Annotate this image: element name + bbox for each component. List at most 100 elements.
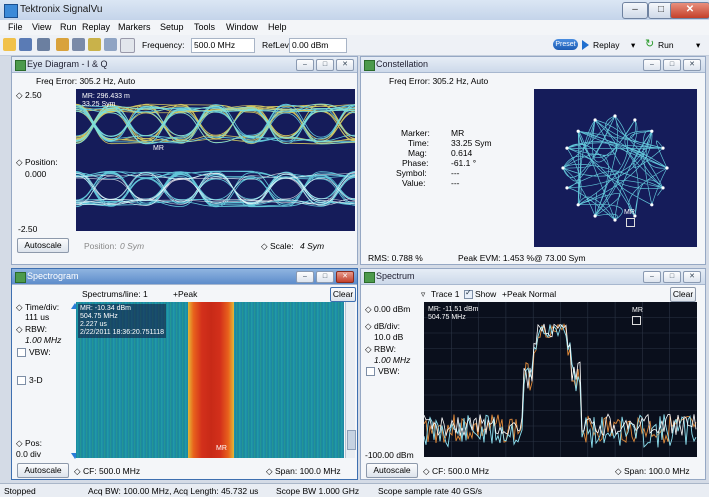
eye-y-bottom[interactable]: -2.50 [18,224,38,234]
eye-position-spin-icon[interactable]: ◇ [16,157,23,167]
eye-restore-button[interactable]: □ [316,59,334,71]
eye-diagram-plot[interactable]: MR: 296.433 m 33.25 Sym MR [76,89,355,231]
spectrogram-rbw-value[interactable]: 1.00 MHz [25,335,62,345]
spectrogram-plot[interactable]: MR: -10.34 dBm 504.75 MHz 2.227 us 2/22/… [76,302,344,458]
replay-dropdown-icon[interactable]: ▾ [631,40,636,50]
menu-view[interactable]: View [32,22,52,32]
print-icon[interactable] [37,38,50,51]
threed-checkbox[interactable] [17,376,26,385]
menu-file[interactable]: File [8,22,23,32]
time-top-handle-icon[interactable] [71,303,79,309]
db-div-spin-icon[interactable]: ◇ [365,321,372,331]
reflev-input[interactable]: 0.00 dBm [289,38,347,53]
time-bottom-handle-icon[interactable] [71,453,79,459]
trace-dropdown-icon[interactable]: ▿ [421,289,426,299]
show-checkbox[interactable] [464,290,473,299]
spectrogram-autoscale-button[interactable]: Autoscale [17,463,69,478]
eye-minimize-button[interactable]: – [296,59,314,71]
constellation-mag-value: 0.614 [451,148,473,158]
spectrogram-scrollbar[interactable] [345,302,356,458]
menu-markers[interactable]: Markers [118,22,151,32]
menu-setup[interactable]: Setup [160,22,184,32]
spectrogram-close-button[interactable]: ✕ [336,271,354,283]
eye-scale-value[interactable]: 4 Sym [300,241,325,251]
run-dropdown-icon[interactable]: ▾ [696,40,701,50]
pos-value[interactable]: 0.0 div [16,449,42,459]
constellation-point [561,166,565,170]
spectrum-marker-readout: MR: -11.51 dBm 504.75 MHz [428,306,479,321]
eye-close-button[interactable]: ✕ [336,59,354,71]
spectrum-bottom-value[interactable]: -100.00 dBm [365,450,414,460]
eye-y-top-spin-icon[interactable]: ◇ [16,90,23,100]
menu-replay[interactable]: Replay [82,22,111,32]
spectrogram-cf[interactable]: CF: 500.0 MHz [83,466,141,476]
eye-position-value[interactable]: 0.000 [25,169,47,179]
spectrum-plot[interactable]: MR: -11.51 dBm 504.75 MHz MR [424,302,697,457]
status-acq: Acq BW: 100.00 MHz, Acq Length: 45.732 u… [88,486,259,496]
spectrum-rbw-value[interactable]: 1.00 MHz [374,355,411,365]
frequency-input[interactable]: 500.0 MHz [191,38,255,53]
constellation-close-button[interactable]: ✕ [683,59,701,71]
ref-spin-icon[interactable]: ◇ [365,304,372,314]
replay-button[interactable]: Replay [593,40,620,50]
menu-help[interactable]: Help [268,22,287,32]
spectrogram-detector[interactable]: +Peak [173,289,198,299]
spectrogram-minimize-button[interactable]: – [296,271,314,283]
spectrogram-rbw-spin-icon[interactable]: ◇ [16,324,23,334]
time-div-spin-icon[interactable]: ◇ [16,302,23,312]
spectrum-autoscale-button[interactable]: Autoscale [366,463,418,478]
menu-window[interactable]: Window [226,22,259,32]
spectrum-vbw-checkbox[interactable] [366,367,375,376]
spectrums-per-line[interactable]: Spectrums/line: 1 [82,289,148,299]
save-icon[interactable] [19,38,32,51]
constellation-minimize-button[interactable]: – [643,59,661,71]
constellation-point [565,186,569,190]
markers-icon[interactable] [88,38,101,51]
displays-icon[interactable] [56,38,69,51]
eye-autoscale-button[interactable]: Autoscale [17,238,69,253]
constellation-plot[interactable]: MR [534,89,697,247]
spectrum-cf[interactable]: CF: 500.0 MHz [432,466,490,476]
spectrogram-marker-tag: MR [216,445,227,452]
spectrogram-restore-button[interactable]: □ [316,271,334,283]
spectrum-minimize-button[interactable]: – [643,271,661,283]
spectrum-restore-button[interactable]: □ [663,271,681,283]
spectrogram-clear-button[interactable]: Clear [330,287,356,302]
spectrum-span[interactable]: Span: 100.0 MHz [624,466,690,476]
scrollbar-thumb[interactable] [347,430,356,450]
menu-run[interactable]: Run [60,22,77,32]
spectrogram-rbw-label: RBW: [25,324,48,334]
spectrum-span-spin-icon[interactable]: ◇ [615,466,622,476]
pos-spin-icon[interactable]: ◇ [16,438,23,448]
constellation-panel: Constellation – □ ✕ Freq Error: 305.2 Hz… [360,56,706,265]
menu-tools[interactable]: Tools [194,22,216,32]
spectrum-cf-spin-icon[interactable]: ◇ [423,466,430,476]
open-folder-icon[interactable] [3,38,16,51]
preset-button[interactable]: Preset [553,39,578,50]
constellation-restore-button[interactable]: □ [663,59,681,71]
spectrogram-vbw-checkbox[interactable] [17,348,26,357]
trigger-icon[interactable] [120,38,135,53]
spectrum-rbw-spin-icon[interactable]: ◇ [365,344,372,354]
eye-y-top[interactable]: 2.50 [25,90,42,100]
spectrum-ref-value[interactable]: 0.00 dBm [374,304,411,314]
trace-select[interactable]: Trace 1 [431,289,460,299]
minimize-button[interactable]: – [622,2,648,19]
db-div-value[interactable]: 10.0 dB [374,332,404,342]
spectrum-clear-button[interactable]: Clear [670,287,696,302]
spectrogram-cf-spin-icon[interactable]: ◇ [74,466,81,476]
status-state: Stopped [4,486,36,496]
time-div-value[interactable]: 111 us [25,312,50,322]
eye-scale-spin-icon[interactable]: ◇ [261,241,268,251]
run-button[interactable]: Run [658,40,674,50]
settings-gear-icon[interactable] [72,38,85,51]
eye-bottom-position-value[interactable]: 0 Sym [120,241,145,251]
peak-icon[interactable] [104,38,117,51]
spectrogram-span[interactable]: Span: 100.0 MHz [275,466,341,476]
spectrogram-span-spin-icon[interactable]: ◇ [266,466,273,476]
constellation-point [633,118,637,122]
spectrum-marker-box [632,316,641,325]
close-button[interactable]: ✕ [670,2,709,19]
spectrum-close-button[interactable]: ✕ [683,271,701,283]
spectrum-detector[interactable]: +Peak Normal [502,289,557,299]
